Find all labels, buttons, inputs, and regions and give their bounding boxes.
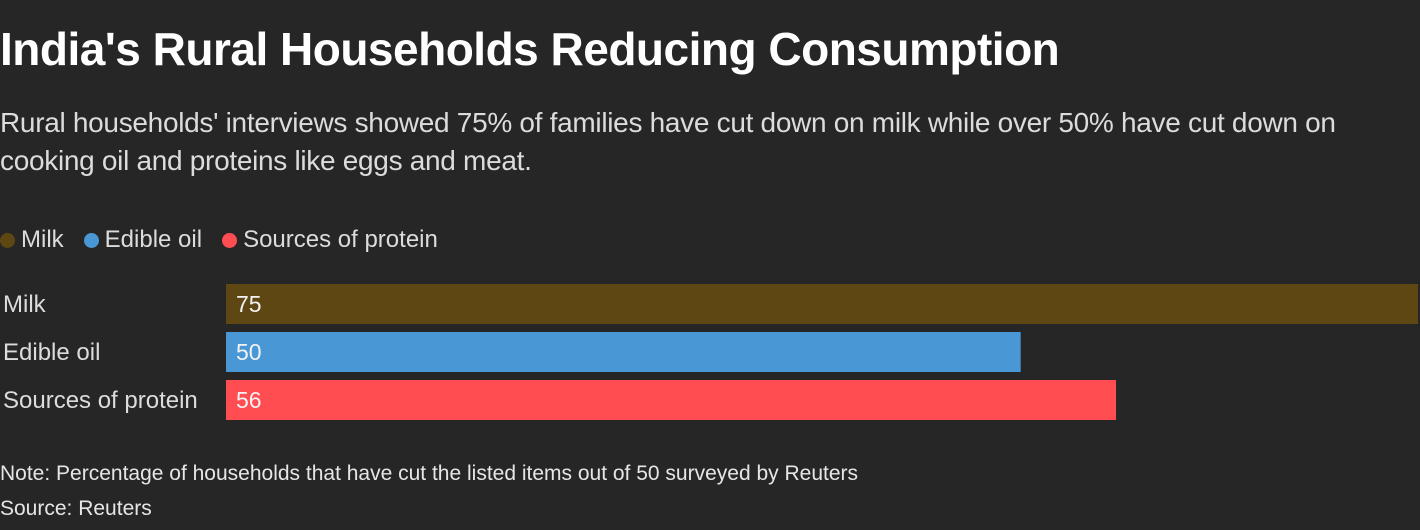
chart-source: Source: Reuters: [0, 497, 152, 520]
category-label-milk: Milk: [3, 291, 47, 318]
bar-sources-of-protein: [226, 380, 1117, 420]
legend-item-sources-of-protein: Sources of protein: [222, 226, 438, 254]
legend-label-sources-of-protein: Sources of protein: [243, 226, 438, 253]
bar-milk: [226, 284, 1418, 324]
value-label-edible-oil: 50: [236, 339, 262, 365]
legend-item-milk: Milk: [0, 226, 64, 254]
chart-title: India's Rural Households Reducing Consum…: [0, 23, 1060, 75]
bar-chart: Milk 75 Edible oil 50 Sources of protein 56: [3, 284, 1418, 420]
legend-swatch-sources-of-protein: [222, 232, 238, 248]
value-label-sources-of-protein: 56: [236, 387, 262, 413]
chart-note: Note: Percentage of households that have…: [0, 462, 859, 485]
legend-swatch-edible-oil: [83, 232, 99, 248]
category-label-edible-oil: Edible oil: [3, 339, 100, 366]
legend-label-milk: Milk: [21, 226, 64, 253]
bar-edible-oil: [226, 332, 1021, 372]
legend-label-edible-oil: Edible oil: [104, 226, 203, 253]
legend-item-edible-oil: Edible oil: [83, 226, 203, 254]
chart-subtitle: Rural households' interviews showed 75% …: [0, 107, 1336, 176]
value-label-milk: 75: [236, 291, 262, 317]
category-label-sources-of-protein: Sources of protein: [3, 387, 198, 414]
legend-swatch-milk: [0, 232, 15, 248]
chart-legend: Milk Edible oil Sources of protein: [0, 225, 458, 255]
